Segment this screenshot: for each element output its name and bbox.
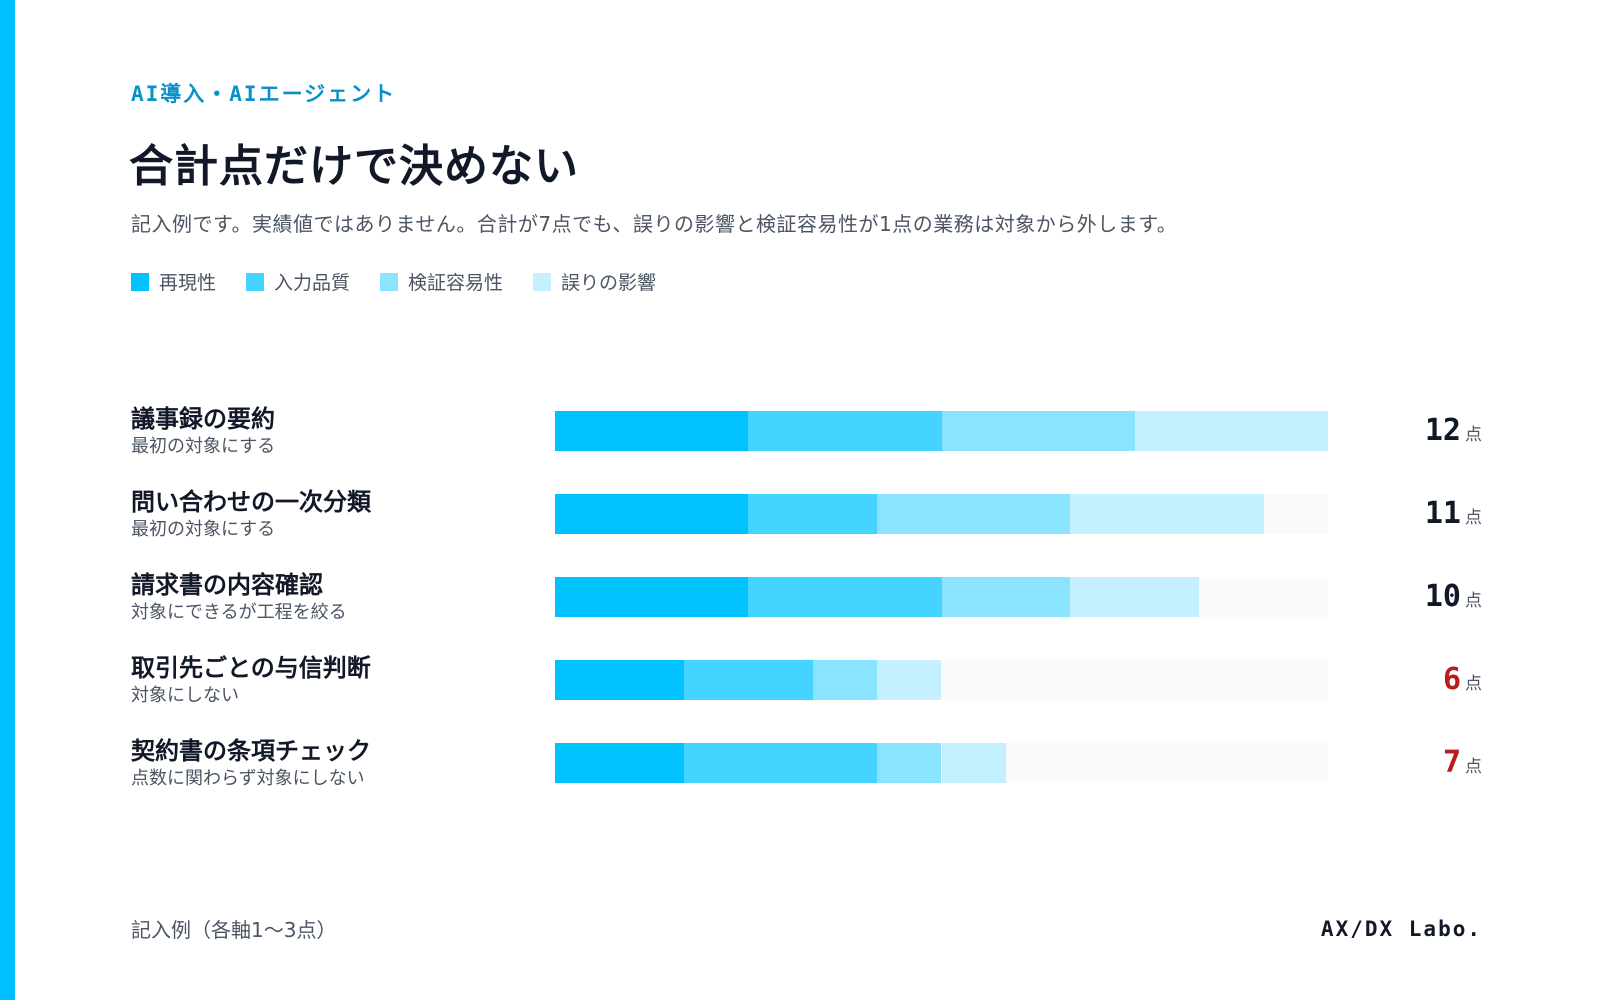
- row-name: 請求書の内容確認: [131, 571, 323, 599]
- bar-segment: [683, 743, 878, 783]
- legend-label: 再現性: [159, 272, 217, 294]
- page-title: 合計点だけで決めない: [129, 141, 579, 192]
- bar-segment: [877, 660, 942, 700]
- total-score-unit: 点: [1465, 425, 1482, 445]
- legend-swatch: [380, 272, 399, 291]
- bar-segment: [748, 494, 878, 534]
- bar-segment: [812, 660, 878, 700]
- total-score: 10 点: [1425, 579, 1482, 614]
- row-label: 問い合わせの一次分類最初の対象にする: [131, 487, 371, 543]
- bar-segment: [555, 743, 684, 783]
- row-label: 取引先ごとの与信判断対象にしない: [131, 653, 371, 709]
- row-label: 請求書の内容確認対象にできるが工程を絞る: [131, 570, 347, 626]
- legend-label: 検証容易性: [408, 272, 504, 294]
- bar-segment: [1070, 577, 1200, 617]
- page-subtitle: 記入例です。実績値ではありません。合計が7点でも、誤りの影響と検証容易性が1点の…: [131, 212, 1178, 236]
- accent-bar: [0, 0, 15, 1000]
- bar-track: [555, 743, 1328, 783]
- bar-segment: [941, 577, 1071, 617]
- row-note: 最初の対象にする: [131, 519, 276, 540]
- bar-segment: [941, 411, 1135, 451]
- legend-swatch: [533, 272, 552, 291]
- legend-item-reproducibility: 再現性: [131, 268, 216, 295]
- bar-segment: [555, 577, 749, 617]
- bar-segment: [877, 743, 942, 783]
- total-score-unit: 点: [1465, 508, 1482, 528]
- total-score: 11 点: [1425, 496, 1482, 531]
- bar-segment: [748, 577, 942, 617]
- row-name: 取引先ごとの与信判断: [131, 654, 371, 682]
- legend-label: 入力品質: [274, 272, 351, 294]
- row-note: 点数に関わらず対象にしない: [131, 768, 365, 789]
- bar-segment: [748, 411, 942, 451]
- bar-segment: [555, 494, 749, 534]
- legend-item-verifiability: 検証容易性: [380, 268, 503, 295]
- total-score-value: 10: [1424, 579, 1461, 614]
- legend-swatch: [246, 272, 265, 291]
- bar-segment: [1070, 494, 1264, 534]
- row-label: 議事録の要約最初の対象にする: [131, 404, 275, 460]
- bar-track: [555, 411, 1328, 451]
- category-eyebrow: AI導入・AIエージェント: [131, 82, 397, 106]
- row-note: 最初の対象にする: [131, 436, 276, 457]
- legend-swatch: [131, 272, 149, 291]
- row-name: 議事録の要約: [131, 405, 275, 433]
- bar-segment: [877, 494, 1071, 534]
- bar-segment: [555, 411, 749, 451]
- bar-segment: [941, 743, 1006, 783]
- bar-track: [555, 577, 1328, 617]
- bar-track: [555, 660, 1328, 700]
- row-label: 契約書の条項チェック点数に関わらず対象にしない: [131, 736, 371, 792]
- total-score-unit: 点: [1465, 674, 1482, 694]
- total-score-value: 6: [1442, 662, 1461, 697]
- row-name: 契約書の条項チェック: [131, 737, 371, 765]
- total-score-unit: 点: [1465, 757, 1482, 777]
- bar-segment: [1134, 411, 1328, 451]
- row-note: 対象にしない: [131, 685, 239, 706]
- bar-track: [555, 494, 1328, 534]
- total-score-value: 12: [1424, 413, 1461, 448]
- chart-legend: 再現性 入力品質 検証容易性 誤りの影響: [131, 268, 656, 295]
- legend-item-input-quality: 入力品質: [246, 268, 350, 295]
- bar-segment: [555, 660, 684, 700]
- brand-logo-text: AX/DX Labo.: [1320, 917, 1482, 941]
- total-score-unit: 点: [1465, 591, 1482, 611]
- legend-label: 誤りの影響: [561, 272, 657, 294]
- total-score: 12 点: [1425, 413, 1482, 448]
- total-score-value: 7: [1442, 745, 1461, 780]
- footnote: 記入例（各軸1〜3点）: [131, 918, 337, 942]
- total-score-value: 11: [1424, 496, 1461, 531]
- row-note: 対象にできるが工程を絞る: [131, 602, 347, 623]
- row-name: 問い合わせの一次分類: [131, 488, 371, 516]
- bar-segment: [683, 660, 813, 700]
- legend-item-error-impact: 誤りの影響: [533, 268, 656, 295]
